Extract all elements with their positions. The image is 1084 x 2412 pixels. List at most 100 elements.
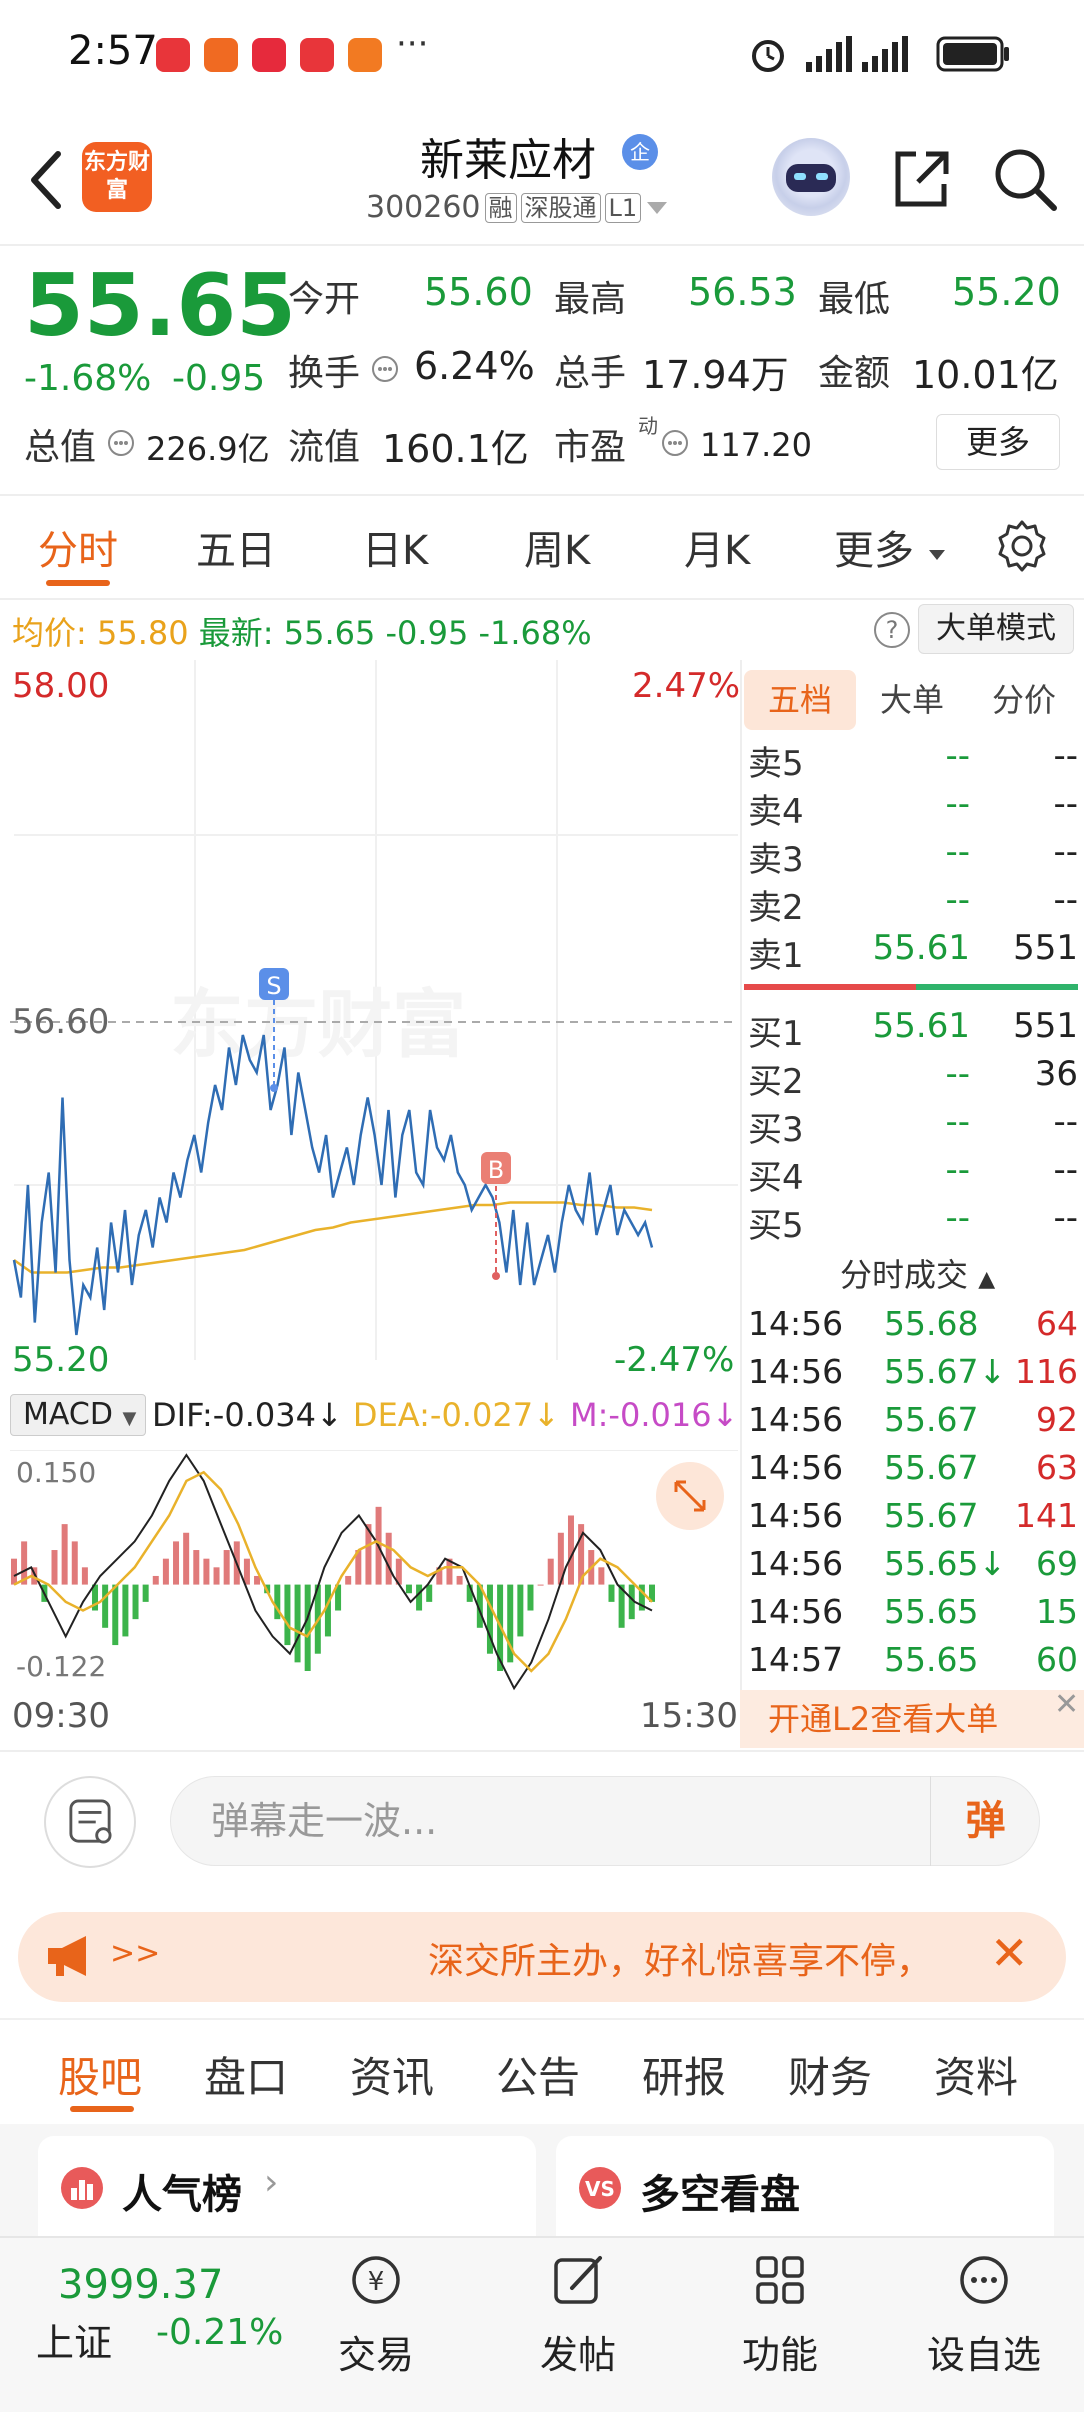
order-book-tabs: 五档 大单 分价 — [744, 670, 1084, 730]
tick-price: 55.65↓ — [884, 1544, 1007, 1583]
battery-icon — [936, 36, 1009, 72]
ask-level-row[interactable]: 卖2 -- -- — [748, 880, 1078, 928]
tab-five-day[interactable]: 五日 — [196, 528, 276, 574]
alarm-icon — [752, 40, 784, 72]
ask-level-row[interactable]: 卖4 -- -- — [748, 784, 1078, 832]
macd-bar — [243, 1558, 250, 1585]
note-icon[interactable] — [44, 1776, 136, 1868]
level-volume: -- — [1053, 880, 1078, 920]
level-volume: -- — [1053, 832, 1078, 872]
edit-icon — [554, 2256, 602, 2304]
tab-price-distribution[interactable]: 分价 — [991, 681, 1056, 719]
tab-finance[interactable]: 财务 — [788, 2053, 873, 2102]
tab-weekly-k[interactable]: 周K — [524, 528, 591, 574]
ask-level-row[interactable]: 卖1 55.61 551 — [748, 928, 1078, 976]
avg-price-line — [13, 1201, 653, 1274]
buy-marker[interactable] — [481, 1152, 511, 1184]
status-time: 2:57 — [68, 28, 158, 74]
index-change[interactable]: -0.21% — [156, 2312, 284, 2353]
promo-arrows: >> — [110, 1936, 161, 1971]
stock-code-row[interactable]: 300260 融 深股通 L1 — [366, 190, 669, 225]
close-icon[interactable]: ✕ — [990, 1926, 1029, 1980]
info-dot-icon[interactable] — [370, 354, 400, 384]
info-dot-icon[interactable] — [106, 428, 136, 458]
ask-level-row[interactable]: 卖5 -- -- — [748, 736, 1078, 784]
level-volume: 551 — [1013, 1006, 1078, 1046]
bull-bear-card[interactable]: VS 多空看盘 — [556, 2136, 1054, 2236]
app-notification-icon — [156, 38, 190, 72]
divider — [0, 244, 1084, 246]
tab-profile[interactable]: 资料 — [934, 2053, 1019, 2102]
level-label: 卖2 — [748, 888, 804, 928]
turnover-label: 换手 — [288, 353, 361, 394]
ask-level-row[interactable]: 卖3 -- -- — [748, 832, 1078, 880]
ticks-title[interactable]: 分时成交 ▲ — [840, 1256, 996, 1294]
popularity-card[interactable]: 人气榜 › — [38, 2136, 536, 2236]
nav-add-watchlist[interactable]: 设自选 — [904, 2250, 1064, 2379]
index-value[interactable]: 3999.37 — [58, 2262, 224, 2308]
level-price: 55.61 — [872, 928, 970, 968]
macd-bar — [446, 1558, 453, 1585]
status-bar: 2:57 ··· — [0, 0, 1084, 110]
indicator-selector[interactable]: MACD ▼ — [10, 1394, 146, 1436]
tab-announcements[interactable]: 公告 — [496, 2053, 581, 2102]
index-name[interactable]: 上证 — [36, 2321, 113, 2365]
macd-bar — [426, 1584, 433, 1602]
level-label: 卖1 — [748, 936, 804, 976]
tab-pankou[interactable]: 盘口 — [204, 2053, 289, 2102]
tab-research[interactable]: 研报 — [642, 2053, 727, 2102]
info-dot-icon[interactable] — [660, 428, 690, 458]
bid-level-row[interactable]: 买4 -- -- — [748, 1150, 1078, 1198]
tab-more[interactable]: 更多 — [834, 518, 947, 576]
tick-volume: 69 — [1036, 1544, 1078, 1583]
intraday-chart[interactable]: 东方财富 S B — [0, 660, 740, 1740]
bid-level-row[interactable]: 买5 -- -- — [748, 1198, 1078, 1246]
sell-marker[interactable] — [259, 968, 289, 1000]
nav-trade[interactable]: ¥ 交易 — [296, 2250, 456, 2379]
tick-price: 55.67↓ — [884, 1352, 1007, 1391]
tab-five-levels[interactable]: 五档 — [744, 670, 856, 730]
tick-time: 14:56 — [748, 1304, 844, 1343]
help-icon[interactable]: ? — [874, 612, 910, 648]
bid-level-row[interactable]: 买1 55.61 551 — [748, 1006, 1078, 1054]
tab-intraday[interactable]: 分时 — [38, 528, 118, 574]
level-label: 买2 — [748, 1062, 804, 1102]
close-icon[interactable]: ✕ — [1054, 1687, 1080, 1722]
tab-news[interactable]: 资讯 — [350, 2053, 435, 2102]
tab-big-orders[interactable]: 大单 — [879, 681, 944, 719]
latest-change-pct: -1.68% — [478, 614, 592, 652]
bid-level-row[interactable]: 买3 -- -- — [748, 1102, 1078, 1150]
dif-line — [13, 1453, 653, 1691]
macd-bar — [254, 1575, 261, 1585]
nav-post[interactable]: 发帖 — [498, 2250, 658, 2379]
tab-monthly-k[interactable]: 月K — [684, 528, 751, 574]
ai-assistant-icon[interactable] — [772, 138, 850, 216]
macd-bar — [355, 1550, 362, 1585]
tab-guba[interactable]: 股吧 — [58, 2053, 143, 2102]
float-cap-value: 160.1亿 — [382, 427, 529, 471]
nav-functions[interactable]: 功能 — [700, 2250, 860, 2379]
tick-price: 55.65 — [884, 1640, 979, 1679]
macd-bar — [628, 1584, 635, 1620]
danmu-send-button[interactable]: 弹 — [930, 1776, 1040, 1866]
promo-banner[interactable] — [18, 1912, 1066, 2002]
tick-volume: 92 — [1036, 1400, 1078, 1439]
macd-bar — [193, 1550, 200, 1585]
nav-trade-label: 交易 — [337, 2333, 414, 2377]
bid-level-row[interactable]: 买2 -- 36 — [748, 1054, 1078, 1102]
macd-bar — [537, 1584, 544, 1586]
expand-icon — [674, 1480, 706, 1512]
search-icon[interactable] — [990, 144, 1060, 214]
more-fields-button[interactable]: 更多 — [936, 414, 1060, 470]
latest-value: 55.65 — [283, 614, 376, 652]
big-order-mode-button[interactable]: 大单模式 — [918, 604, 1074, 654]
danmu-input[interactable]: 弹幕走一波... — [170, 1776, 1040, 1866]
macd-bar — [649, 1584, 655, 1602]
high-label: 最高 — [554, 279, 627, 320]
l2-upgrade-banner[interactable]: 开通L2查看大单 — [740, 1690, 1084, 1748]
share-icon[interactable] — [886, 144, 956, 214]
gear-icon[interactable] — [994, 518, 1050, 574]
back-arrow-icon[interactable] — [18, 140, 78, 220]
macd-bar — [71, 1541, 78, 1585]
tab-daily-k[interactable]: 日K — [362, 528, 429, 574]
